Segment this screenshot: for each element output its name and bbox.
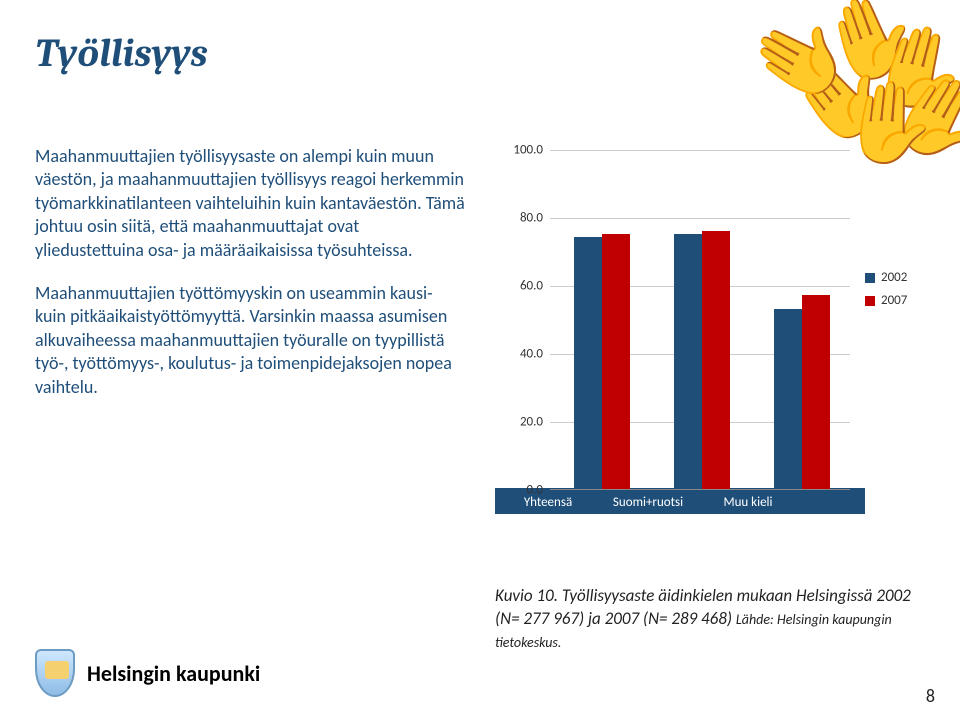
logo-text: Helsingin kaupunki [87,660,260,687]
chart-bar [802,295,830,489]
logo: Helsingin kaupunki [35,649,260,697]
slide-title: Työllisyys [35,30,208,76]
helsinki-crest-icon [35,649,75,697]
chart-ytick: 80.0 [495,211,543,226]
body-text: Maahanmuuttajien työllisyysaste on alemp… [35,145,465,419]
chart-legend: 2002 2007 [865,270,907,316]
page-number: 8 [926,685,935,707]
employment-chart: 0.020.040.060.080.0100.0 2002 2007 Yhteen… [495,150,935,570]
paragraph-1: Maahanmuuttajien työllisyysaste on alemp… [35,145,465,262]
legend-label: 2002 [881,270,907,285]
legend-swatch [865,273,875,283]
chart-ytick: 40.0 [495,347,543,362]
legend-item: 2007 [865,293,907,308]
chart-plot: 0.020.040.060.080.0100.0 [550,150,850,490]
legend-item: 2002 [865,270,907,285]
decorative-hands: ✋ ✋ ✋ ✋ ✋ ✋ [640,0,960,160]
chart-bar [702,231,730,489]
chart-ytick: 20.0 [495,415,543,430]
chart-bar [602,234,630,489]
chart-xlabel: Muu kieli [703,495,793,510]
chart-caption: Kuvio 10. Työllisyysaste äidinkielen muk… [495,585,935,654]
chart-ytick: 60.0 [495,279,543,294]
chart-bar [574,237,602,489]
chart-xlabel: Suomi+ruotsi [603,495,693,510]
paragraph-2: Maahanmuuttajien työttömyyskin on useamm… [35,282,465,399]
legend-label: 2007 [881,293,907,308]
chart-xlabel: Yhteensä [503,495,593,510]
chart-bar [774,309,802,489]
chart-ytick: 100.0 [495,143,543,158]
chart-bar [674,234,702,489]
legend-swatch [865,296,875,306]
